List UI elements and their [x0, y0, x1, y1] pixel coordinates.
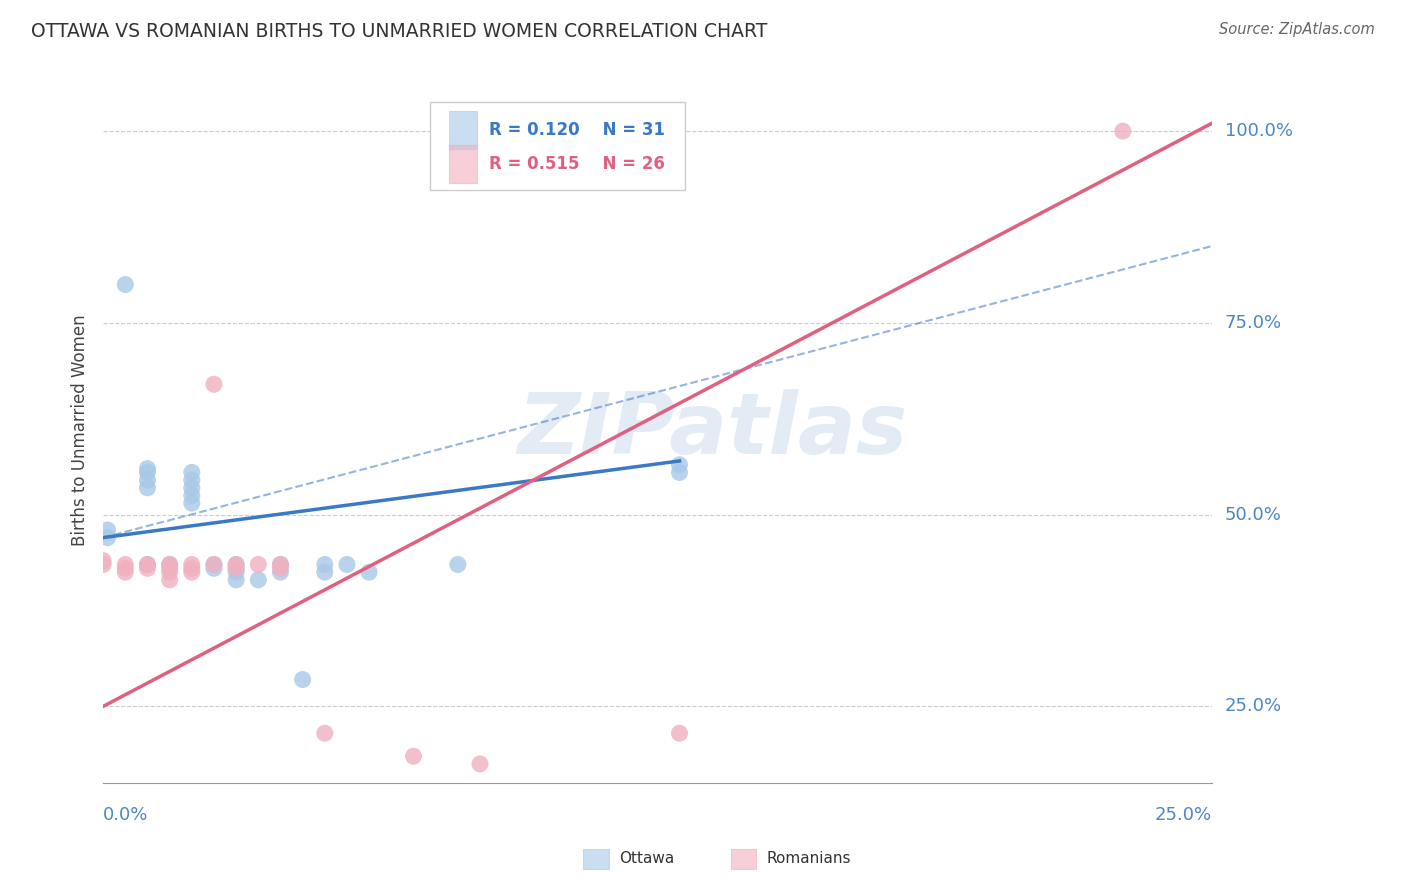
- Point: [668, 458, 690, 472]
- Point: [269, 565, 291, 579]
- Point: [136, 561, 159, 575]
- Point: [114, 277, 136, 292]
- Bar: [449, 111, 477, 150]
- Text: 75.0%: 75.0%: [1225, 314, 1282, 332]
- Point: [114, 565, 136, 579]
- Point: [1112, 124, 1135, 138]
- Point: [247, 573, 270, 587]
- FancyBboxPatch shape: [430, 103, 685, 190]
- Text: 25.0%: 25.0%: [1225, 698, 1282, 715]
- Text: ZIPatlas: ZIPatlas: [517, 389, 908, 472]
- Point: [202, 561, 225, 575]
- Point: [269, 561, 291, 575]
- Point: [159, 573, 181, 587]
- Text: 25.0%: 25.0%: [1154, 806, 1212, 824]
- Text: Ottawa: Ottawa: [619, 851, 673, 865]
- Point: [291, 673, 314, 687]
- Point: [136, 558, 159, 572]
- Point: [202, 558, 225, 572]
- Point: [314, 565, 336, 579]
- Point: [136, 466, 159, 480]
- Point: [225, 558, 247, 572]
- Point: [114, 561, 136, 575]
- Y-axis label: Births to Unmarried Women: Births to Unmarried Women: [72, 315, 89, 546]
- Text: 0.0%: 0.0%: [103, 806, 149, 824]
- Point: [136, 461, 159, 475]
- Point: [97, 531, 120, 545]
- Point: [668, 726, 690, 740]
- Text: 100.0%: 100.0%: [1225, 122, 1292, 140]
- Point: [202, 377, 225, 392]
- Point: [159, 565, 181, 579]
- Point: [180, 481, 202, 495]
- Text: R = 0.120    N = 31: R = 0.120 N = 31: [489, 121, 665, 139]
- Point: [114, 558, 136, 572]
- Point: [180, 488, 202, 502]
- Point: [269, 558, 291, 572]
- Bar: [449, 145, 477, 184]
- Point: [136, 481, 159, 495]
- Point: [97, 523, 120, 537]
- Point: [468, 756, 491, 771]
- Point: [269, 558, 291, 572]
- Point: [91, 558, 114, 572]
- Point: [180, 466, 202, 480]
- Point: [159, 558, 181, 572]
- Point: [668, 466, 690, 480]
- Point: [202, 558, 225, 572]
- Point: [225, 561, 247, 575]
- Text: OTTAWA VS ROMANIAN BIRTHS TO UNMARRIED WOMEN CORRELATION CHART: OTTAWA VS ROMANIAN BIRTHS TO UNMARRIED W…: [31, 22, 768, 41]
- Text: Romanians: Romanians: [766, 851, 851, 865]
- Point: [225, 561, 247, 575]
- Point: [159, 558, 181, 572]
- Point: [180, 496, 202, 510]
- Point: [402, 749, 425, 764]
- Point: [180, 558, 202, 572]
- Point: [314, 726, 336, 740]
- Point: [180, 565, 202, 579]
- Text: Source: ZipAtlas.com: Source: ZipAtlas.com: [1219, 22, 1375, 37]
- Point: [359, 565, 381, 579]
- Point: [136, 558, 159, 572]
- Point: [159, 561, 181, 575]
- Point: [336, 558, 359, 572]
- Point: [225, 558, 247, 572]
- Point: [136, 473, 159, 487]
- Point: [247, 558, 270, 572]
- Point: [225, 573, 247, 587]
- Point: [447, 558, 470, 572]
- Text: 50.0%: 50.0%: [1225, 506, 1282, 524]
- Point: [180, 473, 202, 487]
- Point: [314, 558, 336, 572]
- Point: [225, 565, 247, 579]
- Point: [91, 554, 114, 568]
- Text: R = 0.515    N = 26: R = 0.515 N = 26: [489, 155, 665, 173]
- Point: [180, 561, 202, 575]
